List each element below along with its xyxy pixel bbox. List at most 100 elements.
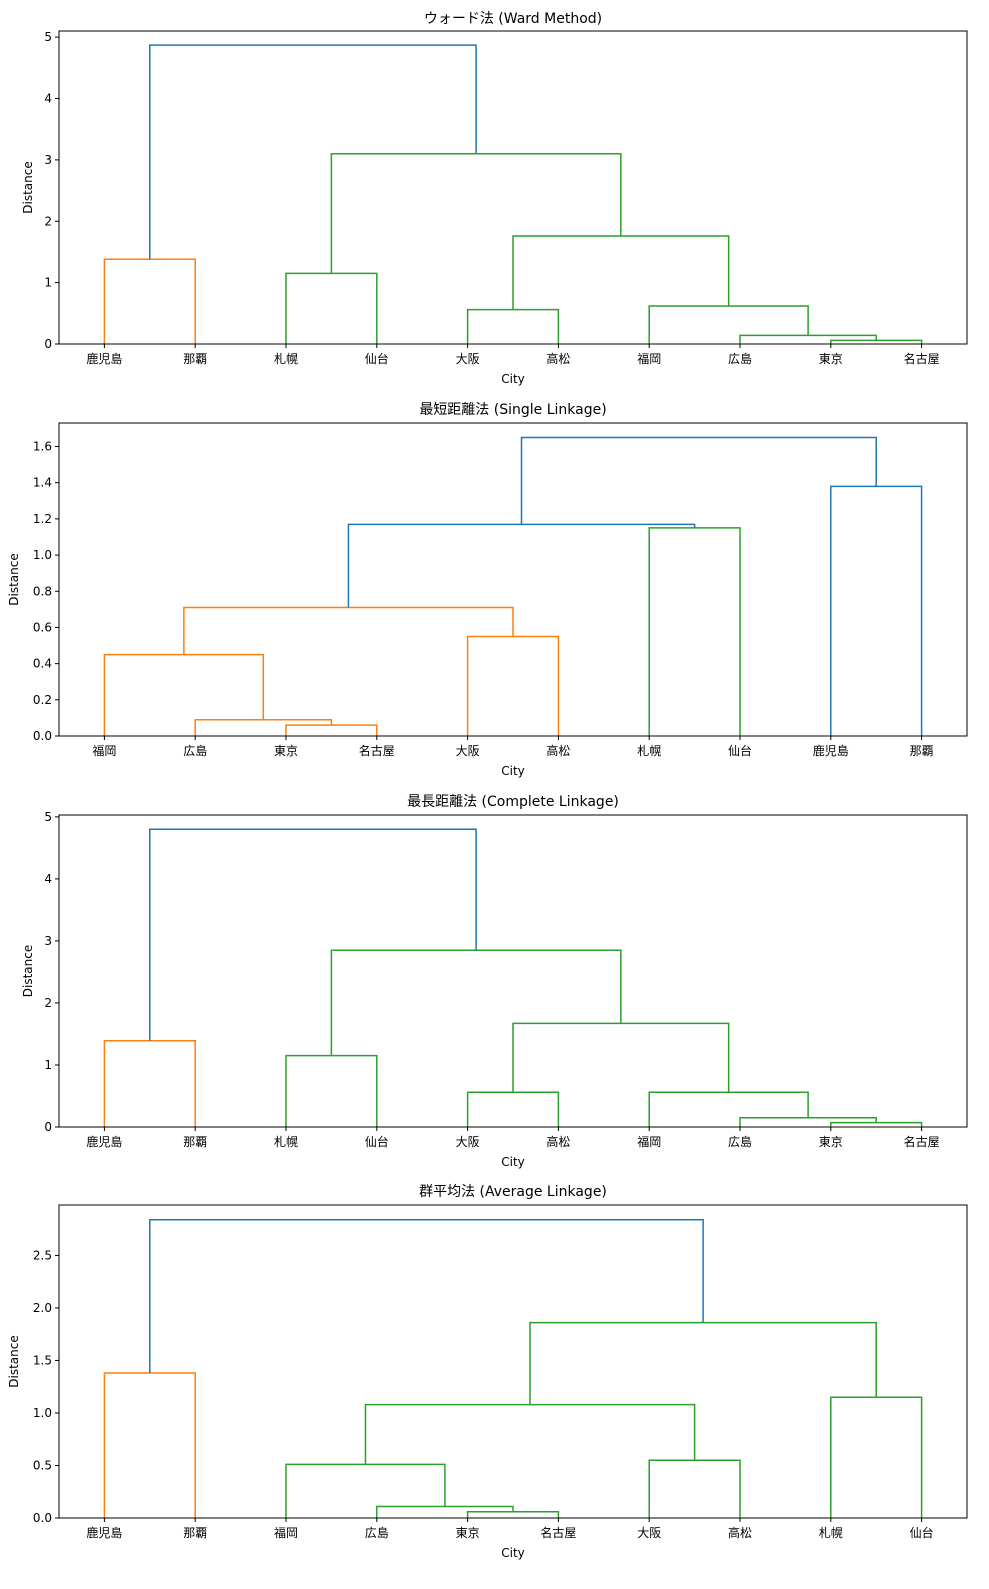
leaf-label: 仙台 [365,1134,389,1149]
y-tick-label: 1.0 [33,548,52,562]
dendrogram-link [103,1372,196,1518]
dendrogram-link [183,606,514,655]
leaf-label: 福岡 [637,1134,661,1149]
dendrogram-link [830,1121,923,1127]
dendrogram-link [466,1510,560,1518]
dendrogram-link [149,828,477,1041]
dendrogram-link [648,305,809,344]
dendrogram-link [285,1463,446,1518]
leaf-label: 名古屋 [904,351,940,366]
leaf-label: 鹿児島 [86,1525,122,1540]
y-tick-label: 0.0 [33,1511,52,1525]
dendrogram-link [830,339,923,344]
y-tick-label: 0.2 [33,693,52,707]
chart-title: 最長距離法 (Complete Linkage) [407,793,619,810]
dendrogram-link [194,718,333,736]
dendrogram-link [466,308,560,344]
y-tick-label: 0.8 [33,584,52,598]
y-tick-label: 3 [44,934,52,948]
dendrogram-link [285,724,378,736]
leaf-label: 東京 [274,744,298,758]
y-axis-label: Distance [7,1335,21,1387]
dendrogram-link [330,949,622,1056]
subplot-1: ウォード法 (Ward Method) 0 1 2 3 4 5 鹿児島 那覇 札幌 仙台 大阪 高松 福岡… [21,11,968,386]
axes-frame [58,30,968,345]
leaf-label: 東京 [819,1135,843,1149]
axes-frame [58,422,968,737]
dendrogram-link [149,1218,704,1374]
leaf-label: 名古屋 [904,1134,940,1149]
dendrogram-link [330,152,622,274]
subplot-3: 最長距離法 (Complete Linkage) 0 1 2 3 4 5 鹿児島 那覇 札幌 仙台 大… [21,793,968,1169]
leaf-label: 大阪 [456,744,480,758]
leaf-label: 那覇 [183,1526,207,1540]
x-axis-label: City [501,372,525,386]
leaf-label: 高松 [546,1134,570,1149]
y-tick-label: 0.4 [33,657,52,671]
leaf-label: 鹿児島 [86,351,122,366]
y-tick-label: 2.0 [33,1301,52,1315]
dendrogram-link [648,1459,741,1518]
dendrogram-link [529,1321,877,1405]
dendrogram-link [512,235,730,310]
y-tick-label: 4 [44,92,52,106]
dendrogram-link [149,44,477,260]
x-axis-label: City [501,764,525,778]
leaf-label: 広島 [365,1525,389,1540]
leaf-label: 鹿児島 [813,743,849,758]
leaf-label: 福岡 [92,743,116,758]
subplot-2: 最短距離法 (Single Linkage) 0.0 0.2 0.4 0.6 0.8 1.0… [7,401,968,778]
dendrogram-link [347,523,696,608]
dendrogram-link [739,1116,877,1127]
y-tick-label: 3 [44,153,52,167]
y-tick-label: 2 [44,214,52,228]
dendrogram-link [830,485,923,736]
dendrogram-link [285,272,378,344]
leaf-label: 鹿児島 [86,1134,122,1149]
leaf-label: 札幌 [274,351,298,366]
dendrogram-link [648,1091,809,1127]
dendrogram-link [364,1403,696,1465]
y-tick-label: 1.4 [33,476,52,490]
y-axis-label: Distance [7,553,21,605]
dendrogram-link [830,1396,923,1518]
leaf-label: 広島 [728,1134,752,1149]
dendrogram-link [520,436,877,525]
leaf-label: 札幌 [274,1134,298,1149]
leaf-label: 那覇 [183,352,207,366]
leaf-label: 仙台 [365,351,389,366]
x-axis-label: City [501,1546,525,1560]
leaf-label: 仙台 [728,743,752,758]
y-axis-label: Distance [21,945,35,997]
axes-frame [58,1204,968,1519]
leaf-label: 仙台 [910,1525,934,1540]
y-tick-label: 0 [44,337,52,351]
y-tick-label: 4 [44,872,52,886]
chart-title: 最短距離法 (Single Linkage) [419,401,606,418]
dendrogram-link [376,1505,514,1518]
y-tick-label: 1.6 [33,440,52,454]
y-tick-label: 1 [44,1058,52,1072]
leaf-label: 福岡 [637,351,661,366]
chart-title: ウォード法 (Ward Method) [424,11,602,27]
dendrogram-link [285,1054,378,1127]
leaf-label: 東京 [456,1526,480,1540]
leaf-label: 那覇 [183,1135,207,1149]
leaf-label: 那覇 [910,744,934,758]
leaf-label: 札幌 [637,743,661,758]
y-tick-label: 1.5 [33,1353,52,1367]
y-tick-label: 0 [44,1120,52,1134]
leaf-label: 大阪 [456,352,480,366]
dendrogram-link [512,1022,730,1093]
leaf-label: 大阪 [637,1526,661,1540]
axes-frame [58,814,968,1128]
leaf-label: 高松 [546,743,570,758]
leaf-label: 東京 [819,352,843,366]
leaf-label: 名古屋 [540,1525,576,1540]
y-tick-label: 5 [44,810,52,824]
dendrogram-link [466,1091,560,1127]
leaf-label: 大阪 [456,1135,480,1149]
y-tick-label: 2 [44,996,52,1010]
y-tick-label: 5 [44,30,52,44]
